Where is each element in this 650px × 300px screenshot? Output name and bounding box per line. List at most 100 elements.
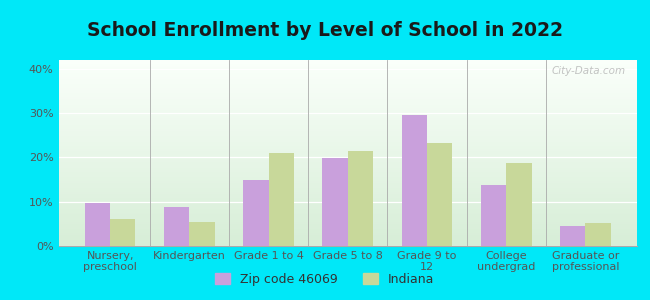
Bar [58,138,637,140]
Bar [58,166,637,168]
Bar [58,108,637,110]
Bar [348,151,373,246]
Bar [58,153,637,155]
Bar [58,201,637,203]
Bar [58,123,637,125]
Bar [58,131,637,133]
Bar [322,158,348,246]
Bar [58,106,637,108]
Bar [58,133,637,134]
Bar [164,208,189,246]
Bar [58,90,637,92]
Bar [58,216,637,218]
Bar [84,202,110,246]
Bar [58,211,637,212]
Bar [58,205,637,207]
Bar [58,71,637,73]
Bar [58,101,637,103]
Bar [58,118,637,119]
Bar [58,179,637,181]
Bar [58,200,637,201]
Bar [58,214,637,216]
Bar [586,223,611,246]
Bar [560,226,586,246]
Bar [58,127,637,129]
Bar [402,116,427,246]
Bar [506,163,532,246]
Bar [58,60,637,62]
Bar [58,134,637,136]
Bar [58,168,637,170]
Bar [58,192,637,194]
Bar [58,136,637,138]
Bar [58,212,637,214]
Bar [58,122,637,123]
Bar [58,157,637,159]
Bar [58,146,637,147]
Bar [58,218,637,220]
Legend: Zip code 46069, Indiana: Zip code 46069, Indiana [211,268,439,291]
Bar [58,181,637,183]
Bar [110,218,135,246]
Bar [58,235,637,237]
Bar [58,114,637,116]
Bar [58,68,637,69]
Bar [58,69,637,71]
Bar [58,116,637,118]
Bar [58,140,637,142]
Bar [58,220,637,222]
Bar [58,88,637,90]
Bar [189,222,214,246]
Text: School Enrollment by Level of School in 2022: School Enrollment by Level of School in … [87,21,563,40]
Bar [58,170,637,172]
Bar [58,97,637,99]
Text: City-Data.com: City-Data.com [551,66,625,76]
Bar [58,188,637,190]
Bar [58,92,637,94]
Bar [58,80,637,82]
Bar [58,144,637,146]
Bar [58,77,637,79]
Bar [58,125,637,127]
Bar [58,231,637,233]
Bar [58,155,637,157]
Bar [58,227,637,229]
Bar [58,160,637,162]
Bar [58,242,637,244]
Bar [58,162,637,164]
Bar [58,190,637,192]
Bar [58,226,637,227]
Bar [58,94,637,95]
Bar [268,153,294,246]
Bar [58,99,637,101]
Bar [58,149,637,151]
Bar [58,209,637,211]
Bar [58,110,637,112]
Bar [58,238,637,240]
Bar [58,222,637,224]
Bar [58,79,637,80]
Bar [58,175,637,177]
Bar [58,196,637,198]
Bar [58,203,637,205]
Bar [58,159,637,161]
Bar [58,244,637,246]
Bar [58,82,637,84]
Bar [481,185,506,246]
Bar [58,62,637,64]
Bar [58,66,637,68]
Bar [58,237,637,239]
Bar [58,64,637,66]
Bar [58,84,637,86]
Bar [58,183,637,184]
Bar [58,177,637,179]
Bar [58,73,637,75]
Bar [58,75,637,77]
Bar [58,129,637,131]
Bar [58,112,637,114]
Bar [58,187,637,188]
Bar [58,164,637,166]
Bar [58,103,637,105]
Bar [58,95,637,97]
Bar [58,172,637,173]
